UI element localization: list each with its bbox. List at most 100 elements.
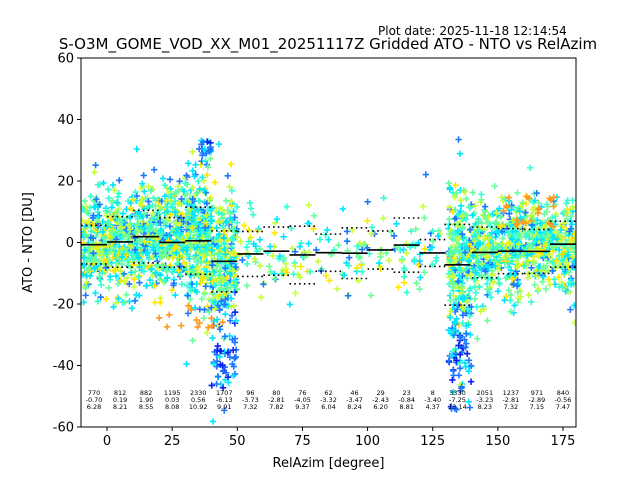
data-point bbox=[97, 276, 104, 283]
data-point bbox=[508, 254, 515, 262]
data-point bbox=[190, 255, 198, 262]
y-tick-label: -60 bbox=[53, 421, 74, 436]
data-point bbox=[216, 271, 223, 279]
data-point bbox=[204, 164, 212, 171]
data-point bbox=[221, 407, 228, 414]
data-point bbox=[459, 319, 467, 327]
data-point bbox=[118, 253, 126, 260]
bin-mean-label: -4.05 bbox=[294, 396, 311, 404]
data-point bbox=[505, 287, 513, 294]
data-point bbox=[269, 252, 277, 260]
data-point bbox=[183, 232, 191, 239]
data-point bbox=[456, 150, 464, 157]
data-point bbox=[106, 273, 114, 280]
data-point bbox=[474, 227, 482, 235]
data-point bbox=[458, 256, 465, 264]
data-point bbox=[463, 310, 470, 317]
data-point bbox=[183, 360, 190, 368]
data-point bbox=[251, 255, 259, 263]
data-point bbox=[503, 293, 510, 300]
data-point bbox=[220, 239, 228, 247]
data-point bbox=[214, 302, 222, 309]
data-point bbox=[567, 306, 574, 313]
data-point bbox=[289, 245, 296, 252]
data-point bbox=[90, 258, 97, 265]
data-point bbox=[461, 336, 468, 343]
data-point bbox=[146, 276, 154, 284]
data-point bbox=[256, 236, 263, 243]
data-point bbox=[157, 272, 164, 279]
data-point bbox=[340, 272, 348, 279]
data-point bbox=[168, 211, 175, 218]
bin-mean-label: -0.70 bbox=[86, 396, 103, 404]
data-point bbox=[429, 238, 437, 245]
data-point bbox=[155, 230, 163, 237]
data-point bbox=[145, 203, 152, 210]
data-point bbox=[206, 234, 214, 241]
data-point bbox=[210, 360, 217, 367]
data-point bbox=[222, 296, 229, 303]
data-point bbox=[90, 212, 97, 219]
data-point bbox=[243, 260, 251, 268]
data-point bbox=[130, 196, 137, 203]
data-point bbox=[529, 234, 537, 241]
data-point bbox=[465, 258, 473, 265]
data-point bbox=[190, 192, 197, 200]
bin-mean-label: -6.13 bbox=[216, 396, 233, 404]
data-point bbox=[534, 209, 542, 217]
data-point bbox=[221, 246, 228, 253]
data-point bbox=[528, 264, 535, 271]
data-point bbox=[194, 206, 201, 213]
data-point bbox=[571, 302, 576, 309]
data-point bbox=[335, 241, 342, 249]
data-point bbox=[485, 242, 492, 249]
data-point bbox=[113, 199, 121, 206]
data-point bbox=[132, 268, 139, 275]
bin-mean-label: 1.90 bbox=[139, 396, 153, 404]
data-point bbox=[84, 266, 91, 274]
bin-count-label: 840 bbox=[557, 389, 569, 397]
data-point bbox=[398, 257, 405, 265]
data-point bbox=[149, 202, 156, 209]
data-point bbox=[465, 357, 473, 364]
data-point bbox=[188, 202, 195, 210]
bin-count-label: 1707 bbox=[216, 389, 233, 397]
data-point bbox=[448, 405, 455, 412]
data-point bbox=[322, 272, 330, 279]
data-point bbox=[170, 280, 178, 287]
data-point bbox=[562, 230, 569, 237]
data-point bbox=[454, 227, 462, 234]
data-point bbox=[457, 247, 464, 254]
data-point bbox=[182, 179, 189, 187]
data-point bbox=[207, 144, 214, 151]
data-point bbox=[105, 263, 113, 270]
data-point bbox=[343, 259, 350, 267]
data-point bbox=[209, 334, 216, 342]
data-point bbox=[163, 267, 170, 275]
data-point bbox=[517, 214, 524, 222]
data-point bbox=[256, 262, 264, 269]
data-point bbox=[184, 310, 192, 317]
data-point bbox=[533, 236, 540, 243]
data-point bbox=[106, 209, 113, 216]
data-point bbox=[161, 182, 169, 189]
data-point bbox=[230, 250, 238, 257]
data-point bbox=[272, 219, 279, 227]
data-point bbox=[481, 261, 489, 269]
data-point bbox=[464, 350, 471, 357]
data-point bbox=[143, 282, 150, 289]
data-point bbox=[184, 292, 192, 299]
data-point bbox=[461, 294, 468, 302]
bin-mean-label: -3.23 bbox=[476, 396, 493, 404]
data-point bbox=[485, 263, 492, 271]
data-point bbox=[222, 265, 229, 272]
data-point bbox=[237, 238, 244, 245]
data-point bbox=[544, 203, 551, 210]
data-point bbox=[208, 304, 215, 311]
data-point bbox=[221, 333, 229, 340]
data-point bbox=[451, 215, 459, 222]
data-point bbox=[201, 306, 208, 313]
data-point bbox=[448, 352, 456, 359]
data-point bbox=[445, 180, 452, 187]
data-point bbox=[106, 234, 114, 241]
